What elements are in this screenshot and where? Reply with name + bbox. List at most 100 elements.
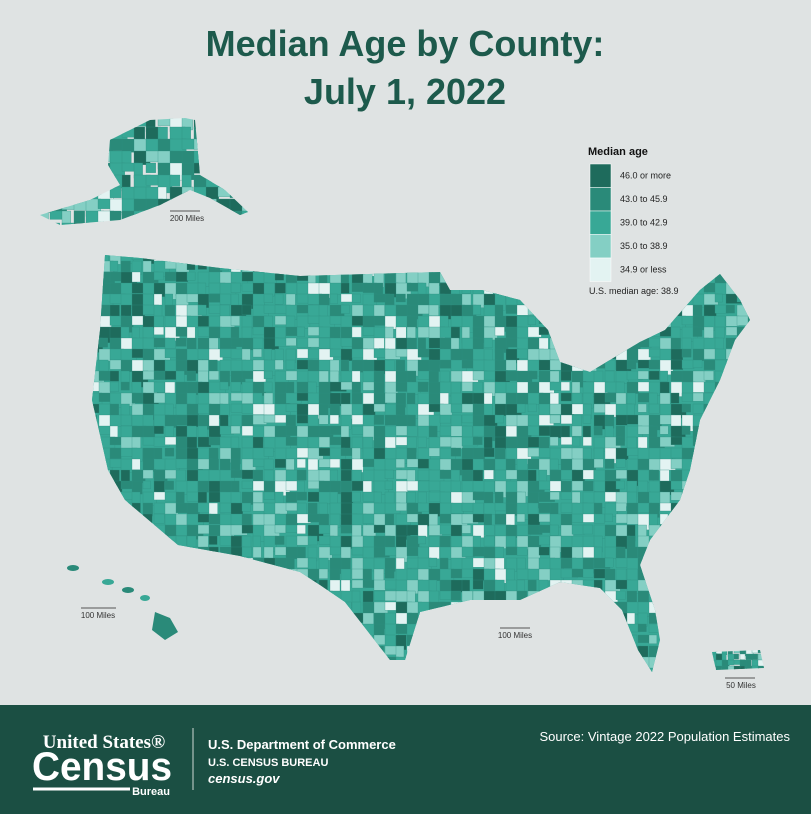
county bbox=[219, 348, 233, 358]
county bbox=[329, 337, 343, 351]
logo-text: United States® bbox=[43, 732, 165, 753]
county bbox=[142, 469, 154, 479]
county bbox=[318, 436, 331, 448]
county bbox=[626, 392, 636, 406]
scale-label: 100 Miles bbox=[81, 611, 115, 620]
county bbox=[219, 381, 229, 391]
county bbox=[296, 524, 306, 535]
puerto-rico-cells bbox=[712, 650, 764, 670]
county bbox=[263, 458, 274, 470]
county bbox=[307, 513, 321, 523]
county bbox=[439, 370, 450, 384]
county bbox=[461, 546, 475, 557]
county bbox=[285, 359, 296, 370]
county bbox=[384, 568, 395, 579]
county bbox=[483, 502, 496, 516]
county bbox=[439, 414, 451, 424]
county bbox=[527, 425, 541, 436]
county bbox=[472, 557, 486, 568]
county bbox=[439, 392, 449, 406]
county bbox=[307, 469, 321, 482]
county bbox=[439, 337, 453, 351]
county bbox=[615, 458, 626, 468]
county bbox=[538, 337, 549, 351]
county bbox=[395, 645, 405, 659]
county bbox=[164, 381, 176, 394]
county bbox=[373, 337, 385, 349]
county bbox=[241, 425, 254, 436]
county bbox=[197, 491, 207, 503]
county bbox=[109, 447, 122, 459]
county bbox=[131, 326, 140, 339]
county bbox=[351, 524, 362, 538]
county bbox=[109, 210, 122, 221]
county bbox=[384, 535, 395, 548]
county bbox=[406, 513, 419, 523]
county bbox=[230, 315, 240, 326]
county bbox=[384, 392, 398, 404]
county bbox=[263, 480, 275, 493]
county bbox=[274, 546, 288, 556]
county bbox=[582, 370, 596, 382]
url[interactable]: census.gov bbox=[208, 771, 280, 786]
county bbox=[219, 304, 230, 317]
county bbox=[241, 381, 255, 395]
county bbox=[175, 271, 189, 282]
legend-label: 43.0 to 45.9 bbox=[620, 194, 668, 204]
county bbox=[340, 535, 352, 549]
county bbox=[549, 414, 561, 424]
county bbox=[153, 315, 164, 329]
county bbox=[659, 447, 673, 461]
county bbox=[362, 392, 376, 405]
logo-text: Census bbox=[32, 745, 172, 789]
county bbox=[197, 480, 210, 493]
county bbox=[164, 414, 178, 428]
county bbox=[384, 469, 394, 480]
county bbox=[494, 403, 508, 416]
county bbox=[186, 392, 197, 406]
county bbox=[582, 436, 592, 446]
county bbox=[483, 348, 493, 362]
county bbox=[450, 436, 463, 450]
county bbox=[164, 425, 174, 437]
county bbox=[626, 381, 639, 394]
county bbox=[626, 590, 637, 604]
county bbox=[351, 546, 365, 556]
county bbox=[604, 458, 615, 469]
county bbox=[736, 315, 750, 326]
county bbox=[450, 502, 464, 514]
county bbox=[615, 414, 628, 426]
county bbox=[109, 138, 124, 152]
county bbox=[483, 458, 497, 471]
county bbox=[472, 458, 484, 472]
county bbox=[692, 359, 703, 369]
county bbox=[582, 469, 594, 480]
county bbox=[538, 513, 551, 523]
county bbox=[494, 414, 504, 424]
county bbox=[461, 524, 471, 534]
county bbox=[681, 425, 691, 435]
county bbox=[351, 403, 363, 416]
county bbox=[745, 653, 753, 660]
county bbox=[549, 524, 559, 536]
county bbox=[417, 326, 430, 338]
bureau: U.S. CENSUS BUREAU bbox=[208, 757, 328, 769]
county bbox=[527, 458, 540, 470]
county bbox=[582, 535, 595, 548]
county bbox=[450, 447, 462, 457]
county bbox=[241, 447, 254, 461]
county bbox=[593, 513, 606, 524]
county bbox=[208, 315, 222, 327]
hawaii-island bbox=[102, 579, 114, 585]
county bbox=[494, 557, 505, 571]
county bbox=[714, 293, 723, 303]
county bbox=[428, 282, 440, 296]
county bbox=[560, 381, 570, 391]
county bbox=[142, 425, 156, 439]
county bbox=[340, 326, 352, 339]
county bbox=[296, 293, 310, 304]
county bbox=[296, 491, 307, 501]
legend-label: 46.0 or more bbox=[620, 170, 671, 180]
county bbox=[604, 513, 613, 523]
